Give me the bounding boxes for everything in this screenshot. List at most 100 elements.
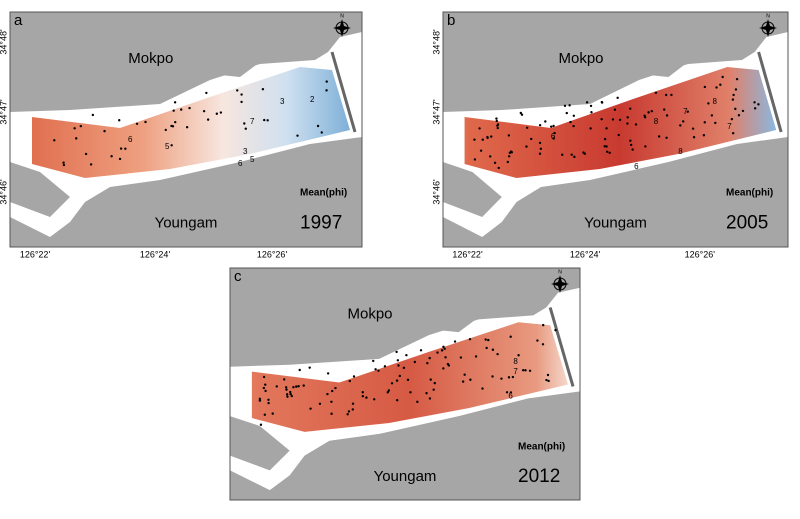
frame: [9, 11, 363, 248]
station: [266, 119, 269, 122]
station: [346, 413, 349, 416]
station: [703, 121, 706, 124]
station: [240, 100, 243, 104]
station: [73, 127, 76, 130]
station: [714, 121, 717, 125]
compass-n: N: [558, 269, 562, 275]
lat-label: 34°48': [0, 29, 8, 55]
station: [715, 86, 718, 89]
station: [682, 120, 685, 123]
station: [172, 109, 175, 112]
station: [702, 134, 706, 137]
station: [496, 352, 499, 356]
station: [348, 379, 351, 383]
station: [432, 388, 435, 391]
station: [545, 378, 548, 382]
compass-star: [333, 19, 351, 37]
lon-label: 126°26': [685, 249, 716, 259]
station: [500, 377, 503, 380]
contour-label: 7: [250, 117, 255, 126]
station: [463, 373, 466, 376]
estuary: [464, 67, 777, 178]
station: [549, 125, 553, 128]
station: [664, 93, 668, 97]
station: [474, 355, 478, 358]
station: [459, 356, 463, 359]
compass-star: [551, 275, 569, 293]
lat-label: 34°48': [431, 29, 441, 55]
station: [202, 109, 206, 113]
station: [75, 137, 78, 140]
station: [486, 135, 489, 139]
year: 1997: [300, 213, 342, 234]
land-strip: [190, 57, 260, 77]
map-panel: c Mokpo Youngam Mean(phi) 2012 N 87 6: [229, 267, 581, 501]
station: [735, 77, 739, 81]
station: [283, 378, 286, 381]
station: [262, 375, 266, 379]
station: [390, 382, 394, 385]
station: [205, 91, 208, 95]
station: [442, 367, 445, 370]
land-strip: [619, 57, 689, 77]
lat-label: 34°47': [431, 99, 441, 125]
station: [258, 397, 262, 401]
place-name: Youngam: [374, 468, 437, 485]
station: [644, 145, 647, 148]
estuary: [32, 67, 350, 178]
estuary: [251, 322, 569, 432]
panel-label: c: [234, 268, 242, 285]
station: [613, 108, 617, 111]
contour-label: 6: [238, 159, 243, 168]
station: [497, 166, 500, 170]
dam: [757, 51, 783, 133]
station: [528, 369, 532, 372]
station: [395, 399, 399, 402]
station: [124, 147, 127, 150]
station: [395, 379, 399, 382]
station: [647, 111, 650, 114]
station: [554, 328, 557, 332]
station: [505, 391, 509, 394]
station: [377, 369, 380, 372]
map-body: [443, 12, 788, 247]
station: [618, 118, 622, 122]
station: [351, 402, 355, 405]
station: [383, 365, 387, 368]
station: [585, 101, 589, 104]
contour-label: 8: [654, 117, 659, 126]
station: [665, 136, 668, 139]
station: [496, 123, 500, 126]
lon-label: 126°24': [570, 249, 601, 259]
station: [309, 407, 312, 410]
station: [419, 349, 423, 352]
station: [426, 361, 429, 365]
station: [442, 345, 445, 349]
station: [479, 149, 483, 152]
station: [495, 117, 498, 120]
station: [507, 134, 511, 137]
contour-label: 6: [128, 135, 133, 144]
station: [509, 335, 512, 338]
station: [670, 93, 673, 97]
compass: N: [759, 13, 777, 37]
station: [188, 106, 191, 110]
station: [440, 349, 444, 352]
contour-label: 8: [513, 357, 518, 366]
map-body: [230, 268, 580, 500]
station: [657, 135, 661, 138]
station: [110, 155, 113, 158]
station: [568, 104, 571, 107]
station: [215, 112, 219, 115]
station: [605, 127, 608, 130]
station: [334, 386, 337, 390]
station: [617, 133, 620, 137]
station: [243, 122, 246, 125]
dam: [548, 307, 575, 387]
station: [318, 402, 322, 405]
station: [267, 401, 270, 405]
station: [398, 374, 401, 378]
station: [525, 126, 529, 130]
station: [444, 356, 447, 359]
land-strip: [443, 162, 502, 217]
